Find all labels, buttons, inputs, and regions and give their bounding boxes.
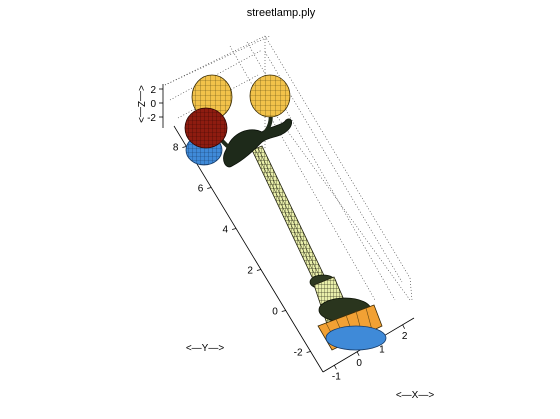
- box-edge-diag-4: [229, 45, 376, 301]
- y-tick-label: 2: [247, 266, 253, 277]
- chart-title: streetlamp.ply: [247, 7, 316, 19]
- x-tick-label: 1: [379, 344, 385, 355]
- z-tick-label: -2: [147, 113, 156, 124]
- lamp-head-ornament: [223, 118, 292, 168]
- lamp-pole: [251, 145, 332, 297]
- y-tick-mark: [281, 310, 286, 312]
- y-tick-label: -2: [294, 348, 303, 359]
- z-axis-label: <—Z—>: [135, 85, 146, 123]
- x-axis-label: <—X—>: [396, 390, 435, 401]
- box-edge-back-diagonal: [264, 35, 411, 279]
- box-edge-right-top: [409, 277, 413, 301]
- x-tick-mark: [356, 351, 360, 356]
- x-tick-mark: [334, 365, 337, 370]
- y-tick-label: 6: [198, 184, 204, 195]
- base-bottom: [325, 325, 387, 351]
- y-tick-mark: [256, 269, 262, 271]
- x-tick-label: 2: [402, 331, 408, 342]
- pole-flutes: [254, 147, 328, 295]
- streetlamp-surface: [184, 74, 387, 351]
- box-top-edge: [164, 35, 266, 86]
- y-tick-label: 8: [173, 143, 179, 154]
- y-tick-label: 4: [223, 225, 229, 236]
- x-tick-mark: [402, 324, 405, 329]
- x-tick-label: 0: [356, 358, 362, 369]
- globe-red: [184, 107, 228, 149]
- y-axis-line: [173, 125, 324, 373]
- z-tick-label: 0: [150, 99, 156, 110]
- x-tick-label: -1: [332, 371, 341, 382]
- globe-yellow-right: [249, 74, 291, 118]
- y-tick-mark: [207, 187, 212, 189]
- y-axis-label: <—Y—>: [186, 343, 225, 354]
- y-tick-mark: [182, 146, 187, 148]
- box-edge-top-left: [164, 35, 271, 86]
- axis-box: [164, 35, 413, 301]
- y-tick-mark: [231, 228, 237, 230]
- box-edge-diag-6: [264, 99, 411, 301]
- z-tick-label: 2: [150, 85, 156, 96]
- box-edge-diag-1: [169, 49, 263, 101]
- axis-ticks: -1 0 1 2 -2 0 2 4 6 8 2 0 -2: [147, 85, 408, 382]
- y-tick-label: 0: [272, 307, 278, 318]
- y-tick-mark: [306, 351, 311, 353]
